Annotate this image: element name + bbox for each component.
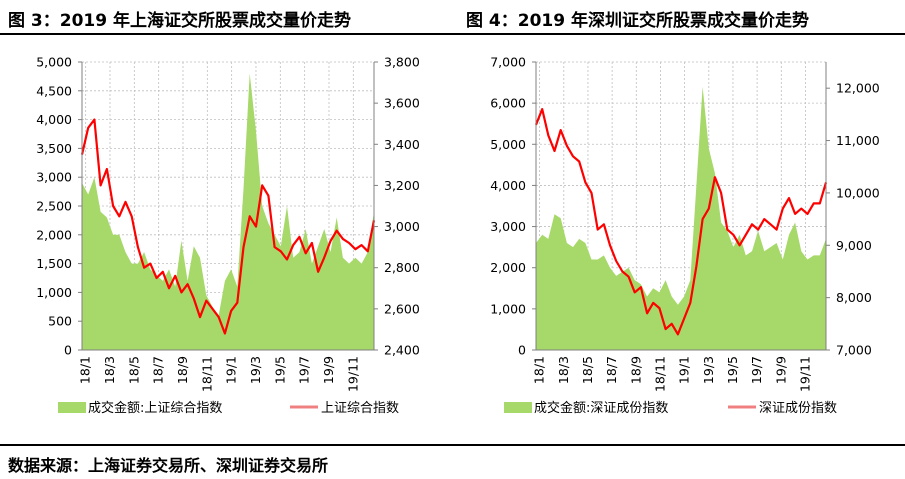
y-right-tick-label: 9,000 [836, 238, 872, 253]
y-left-tick-label: 2,500 [36, 199, 72, 214]
x-tick-label: 18/7 [151, 356, 166, 384]
x-tick-label: 19/11 [345, 356, 360, 392]
x-tick-label: 19/3 [248, 356, 263, 384]
x-tick-label: 19/5 [272, 356, 287, 384]
legend-line-label: 上证综合指数 [321, 401, 399, 416]
y-left-tick-label: 4,500 [36, 83, 72, 98]
y-right-tick-label: 10,000 [836, 185, 880, 200]
legend-area-label: 成交金额:深证成份指数 [534, 400, 668, 416]
x-tick-label: 18/9 [175, 356, 190, 384]
y-left-tick-label: 1,500 [36, 256, 72, 271]
y-left-tick-label: 5,000 [36, 55, 72, 70]
y-right-tick-label: 2,400 [384, 343, 420, 358]
legend-area-swatch [58, 402, 86, 413]
y-left-tick-label: 2,000 [36, 227, 72, 242]
y-left-tick-label: 4,000 [36, 112, 72, 127]
y-right-tick-label: 2,600 [384, 301, 420, 316]
shenzhen-volume-price-chart: 0 1,000 2,000 3,000 4,000 5,000 6,000 7,000 7,00… [490, 55, 880, 417]
x-tick-label: 19/1 [224, 356, 239, 384]
bottom-rule [0, 444, 905, 446]
figure-4-title: 图 4：2019 年深圳证交所股票成交量价走势 [466, 11, 809, 31]
x-tick-label: 18/7 [604, 356, 619, 384]
y-right-tick-label: 8,000 [836, 290, 872, 305]
y-left-tick-label: 7,000 [490, 55, 526, 70]
y-left-tick-label: 0 [64, 343, 72, 358]
y-left-tick-label: 3,500 [36, 141, 72, 156]
legend-area-swatch [504, 402, 532, 413]
x-tick-label: 19/3 [701, 356, 716, 384]
index-line [534, 107, 828, 336]
x-tick-label: 18/1 [78, 356, 93, 384]
y-right-tick-label: 11,000 [836, 133, 880, 148]
y-left-tick-label: 2,000 [490, 260, 526, 275]
y-right-tick-label: 3,200 [384, 178, 420, 193]
y-left-tick-label: 3,000 [36, 170, 72, 185]
y-left-tick-label: 6,000 [490, 96, 526, 111]
legend-line-label: 深证成份指数 [759, 401, 837, 416]
x-tick-label: 18/11 [199, 356, 214, 392]
x-tick-label: 19/11 [797, 356, 812, 392]
y-right-tick-label: 7,000 [836, 343, 872, 358]
y-left-tick-label: 3,000 [490, 219, 526, 234]
x-tick-label: 18/1 [532, 356, 547, 384]
shanghai-volume-price-chart: 0 500 1,000 1,500 2,000 2,500 3,000 3,500 4,000 4… [36, 55, 420, 417]
figure-3-title: 图 3：2019 年上海证交所股票成交量价走势 [8, 11, 351, 31]
x-tick-label: 18/5 [580, 356, 595, 384]
y-right-tick-label: 2,800 [384, 260, 420, 275]
y-right-tick-label: 12,000 [836, 81, 880, 96]
y-left-tick-label: 4,000 [490, 178, 526, 193]
legend-area-label: 成交金额:上证综合指数 [88, 400, 222, 416]
x-tick-label: 18/3 [102, 356, 117, 384]
x-tick-label: 19/5 [725, 356, 740, 384]
y-right-tick-label: 3,600 [384, 96, 420, 111]
data-source-note: 数据来源：上海证券交易所、深圳证券交易所 [8, 456, 329, 475]
y-left-tick-label: 0 [518, 343, 526, 358]
x-tick-label: 19/9 [773, 356, 788, 384]
y-right-tick-label: 3,000 [384, 219, 420, 234]
trading-volume-area [536, 86, 826, 350]
y-right-tick-label: 3,400 [384, 137, 420, 152]
x-tick-label: 18/9 [628, 356, 643, 384]
top-rule [0, 33, 905, 35]
y-right-tick-label: 3,800 [384, 55, 420, 70]
x-tick-label: 19/1 [677, 356, 692, 384]
y-left-tick-label: 500 [48, 314, 72, 329]
x-tick-label: 19/9 [321, 356, 336, 384]
trading-volume-area [82, 73, 374, 350]
x-tick-label: 19/7 [749, 356, 764, 384]
x-tick-label: 18/11 [652, 356, 667, 392]
y-left-tick-label: 1,000 [36, 285, 72, 300]
x-tick-label: 18/5 [126, 356, 141, 384]
y-left-tick-label: 5,000 [490, 137, 526, 152]
x-tick-label: 19/7 [297, 356, 312, 384]
index-line [80, 118, 376, 335]
y-left-tick-label: 1,000 [490, 301, 526, 316]
x-tick-label: 18/3 [556, 356, 571, 384]
